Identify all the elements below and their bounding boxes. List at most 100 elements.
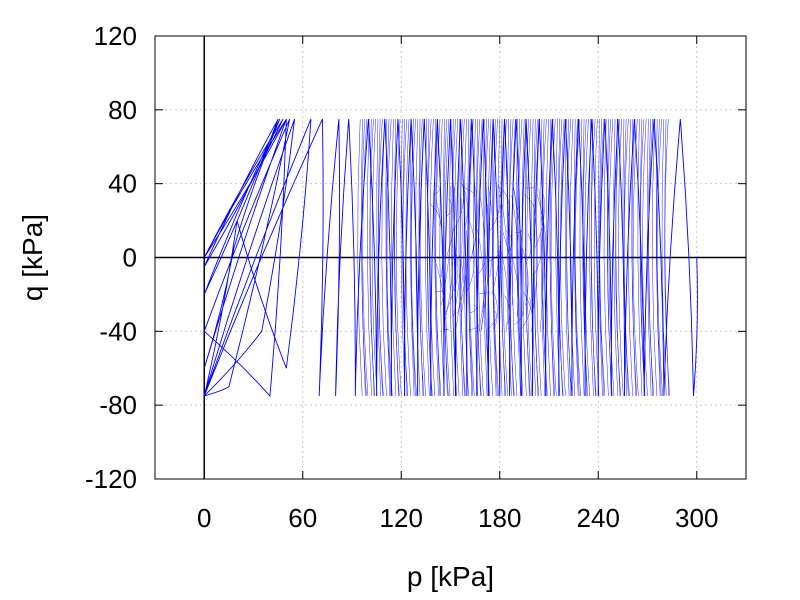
stress-path-strand	[598, 119, 603, 396]
stress-path-strand	[524, 194, 535, 217]
stress-path-strand	[376, 119, 382, 396]
stress-path-strand	[386, 119, 393, 396]
stress-path-strand	[453, 245, 459, 292]
stress-path-strand	[511, 195, 520, 317]
y-tick-label: 40	[108, 169, 137, 199]
stress-path-strand	[607, 119, 613, 396]
y-tick-labels: -120 -80 -40 0 40 80 120	[85, 21, 137, 494]
stress-path-strand	[569, 119, 576, 396]
stress-path-strand	[470, 305, 477, 314]
stress-path-strand	[362, 119, 369, 396]
stress-path-strand	[515, 229, 523, 234]
stress-path-line	[203, 118, 698, 398]
stress-path-strand	[451, 119, 457, 396]
stress-path-strand	[608, 119, 615, 396]
stress-path-strand	[512, 184, 520, 297]
stress-path-strand	[590, 119, 597, 396]
stress-path-strand	[394, 119, 400, 396]
stress-path-strand	[656, 119, 662, 396]
x-tick-label: 240	[577, 503, 620, 533]
stress-path-strand	[468, 324, 479, 331]
stress-path-strand	[391, 119, 397, 396]
stress-path-strand	[560, 119, 566, 396]
stress-path-strand	[533, 119, 539, 396]
stress-path-strand	[461, 184, 468, 229]
stress-path-strand	[435, 199, 444, 278]
stress-path-strand	[525, 119, 531, 396]
stress-path-strand	[474, 252, 486, 278]
stress-path-strand	[492, 119, 498, 396]
stress-path-strand	[357, 119, 363, 396]
y-tick-label: 80	[108, 95, 137, 125]
stress-path-strand	[594, 119, 600, 396]
stress-path-strand	[517, 119, 524, 396]
tick-marks	[155, 35, 746, 480]
stress-path-strand	[657, 119, 663, 396]
stress-path-strand	[538, 188, 544, 332]
stress-path-strand	[622, 119, 628, 396]
stress-path-strand	[459, 254, 465, 317]
stress-path-strand	[493, 119, 499, 396]
stress-path-strand	[631, 119, 637, 396]
stress-path-strand	[642, 119, 648, 396]
stress-path-strand	[498, 184, 509, 311]
stress-path-strand	[361, 119, 367, 396]
stress-path-strand	[545, 119, 551, 396]
series-group	[203, 118, 698, 398]
stress-path-strand	[482, 119, 488, 396]
stress-path-strand	[418, 119, 425, 396]
x-tick-labels: 0 60 120 180 240 300	[197, 503, 718, 533]
stress-path-strand	[500, 187, 510, 217]
stress-path-strand	[613, 119, 618, 396]
stress-path-strand	[522, 248, 529, 306]
x-tick-label: 120	[380, 503, 423, 533]
stress-path-strand	[478, 196, 488, 332]
stress-path-strand	[486, 311, 497, 330]
stress-path-strand	[550, 119, 557, 396]
stress-path-strand	[549, 119, 556, 396]
stress-path-strand	[367, 119, 372, 396]
y-tick-label: -120	[85, 464, 137, 494]
stress-path-strand	[579, 119, 585, 396]
x-tick-label: 60	[288, 503, 317, 533]
stress-path-strand	[623, 119, 630, 396]
stress-path-strand	[532, 235, 542, 278]
stress-path-strand	[523, 291, 533, 332]
stress-path-strand	[648, 119, 655, 396]
stress-path-strand	[497, 119, 503, 396]
stress-path-strand	[639, 119, 646, 396]
stress-path-strand	[531, 119, 536, 396]
stress-path-strand	[488, 186, 494, 278]
stress-path-strand	[409, 119, 415, 396]
stress-path-strand	[466, 215, 474, 254]
stress-path-strand	[479, 291, 490, 294]
stress-path-strand	[424, 119, 430, 396]
stress-path-strand	[470, 186, 478, 262]
stress-path-strand	[435, 119, 442, 396]
stress-path-strand	[446, 187, 456, 257]
stress-path-strand	[582, 119, 588, 396]
stress-path-strand	[484, 119, 491, 396]
stress-path-strand	[505, 230, 513, 251]
stress-path-strand	[415, 119, 421, 396]
stress-path-strand	[473, 119, 479, 396]
stress-path-strand	[500, 119, 506, 396]
stress-path-strand	[402, 119, 409, 396]
stress-path-strand	[443, 227, 454, 325]
stress-path-strand	[508, 245, 520, 331]
stress-path-strand	[526, 233, 532, 262]
stress-path-strand	[499, 245, 508, 331]
stress-path-strand	[453, 186, 464, 231]
stress-path-strand	[478, 119, 484, 396]
stress-path-strand	[508, 119, 515, 396]
stress-path-strand	[603, 119, 609, 396]
stress-path-strand	[429, 119, 436, 396]
stress-path-strand	[526, 119, 533, 396]
x-tick-label: 180	[478, 503, 521, 533]
stress-path-strand	[371, 119, 378, 396]
stress-path-strand	[457, 230, 468, 314]
stress-path-strand	[385, 119, 391, 396]
stress-path-strand	[426, 119, 433, 396]
y-tick-label: 120	[94, 21, 137, 51]
